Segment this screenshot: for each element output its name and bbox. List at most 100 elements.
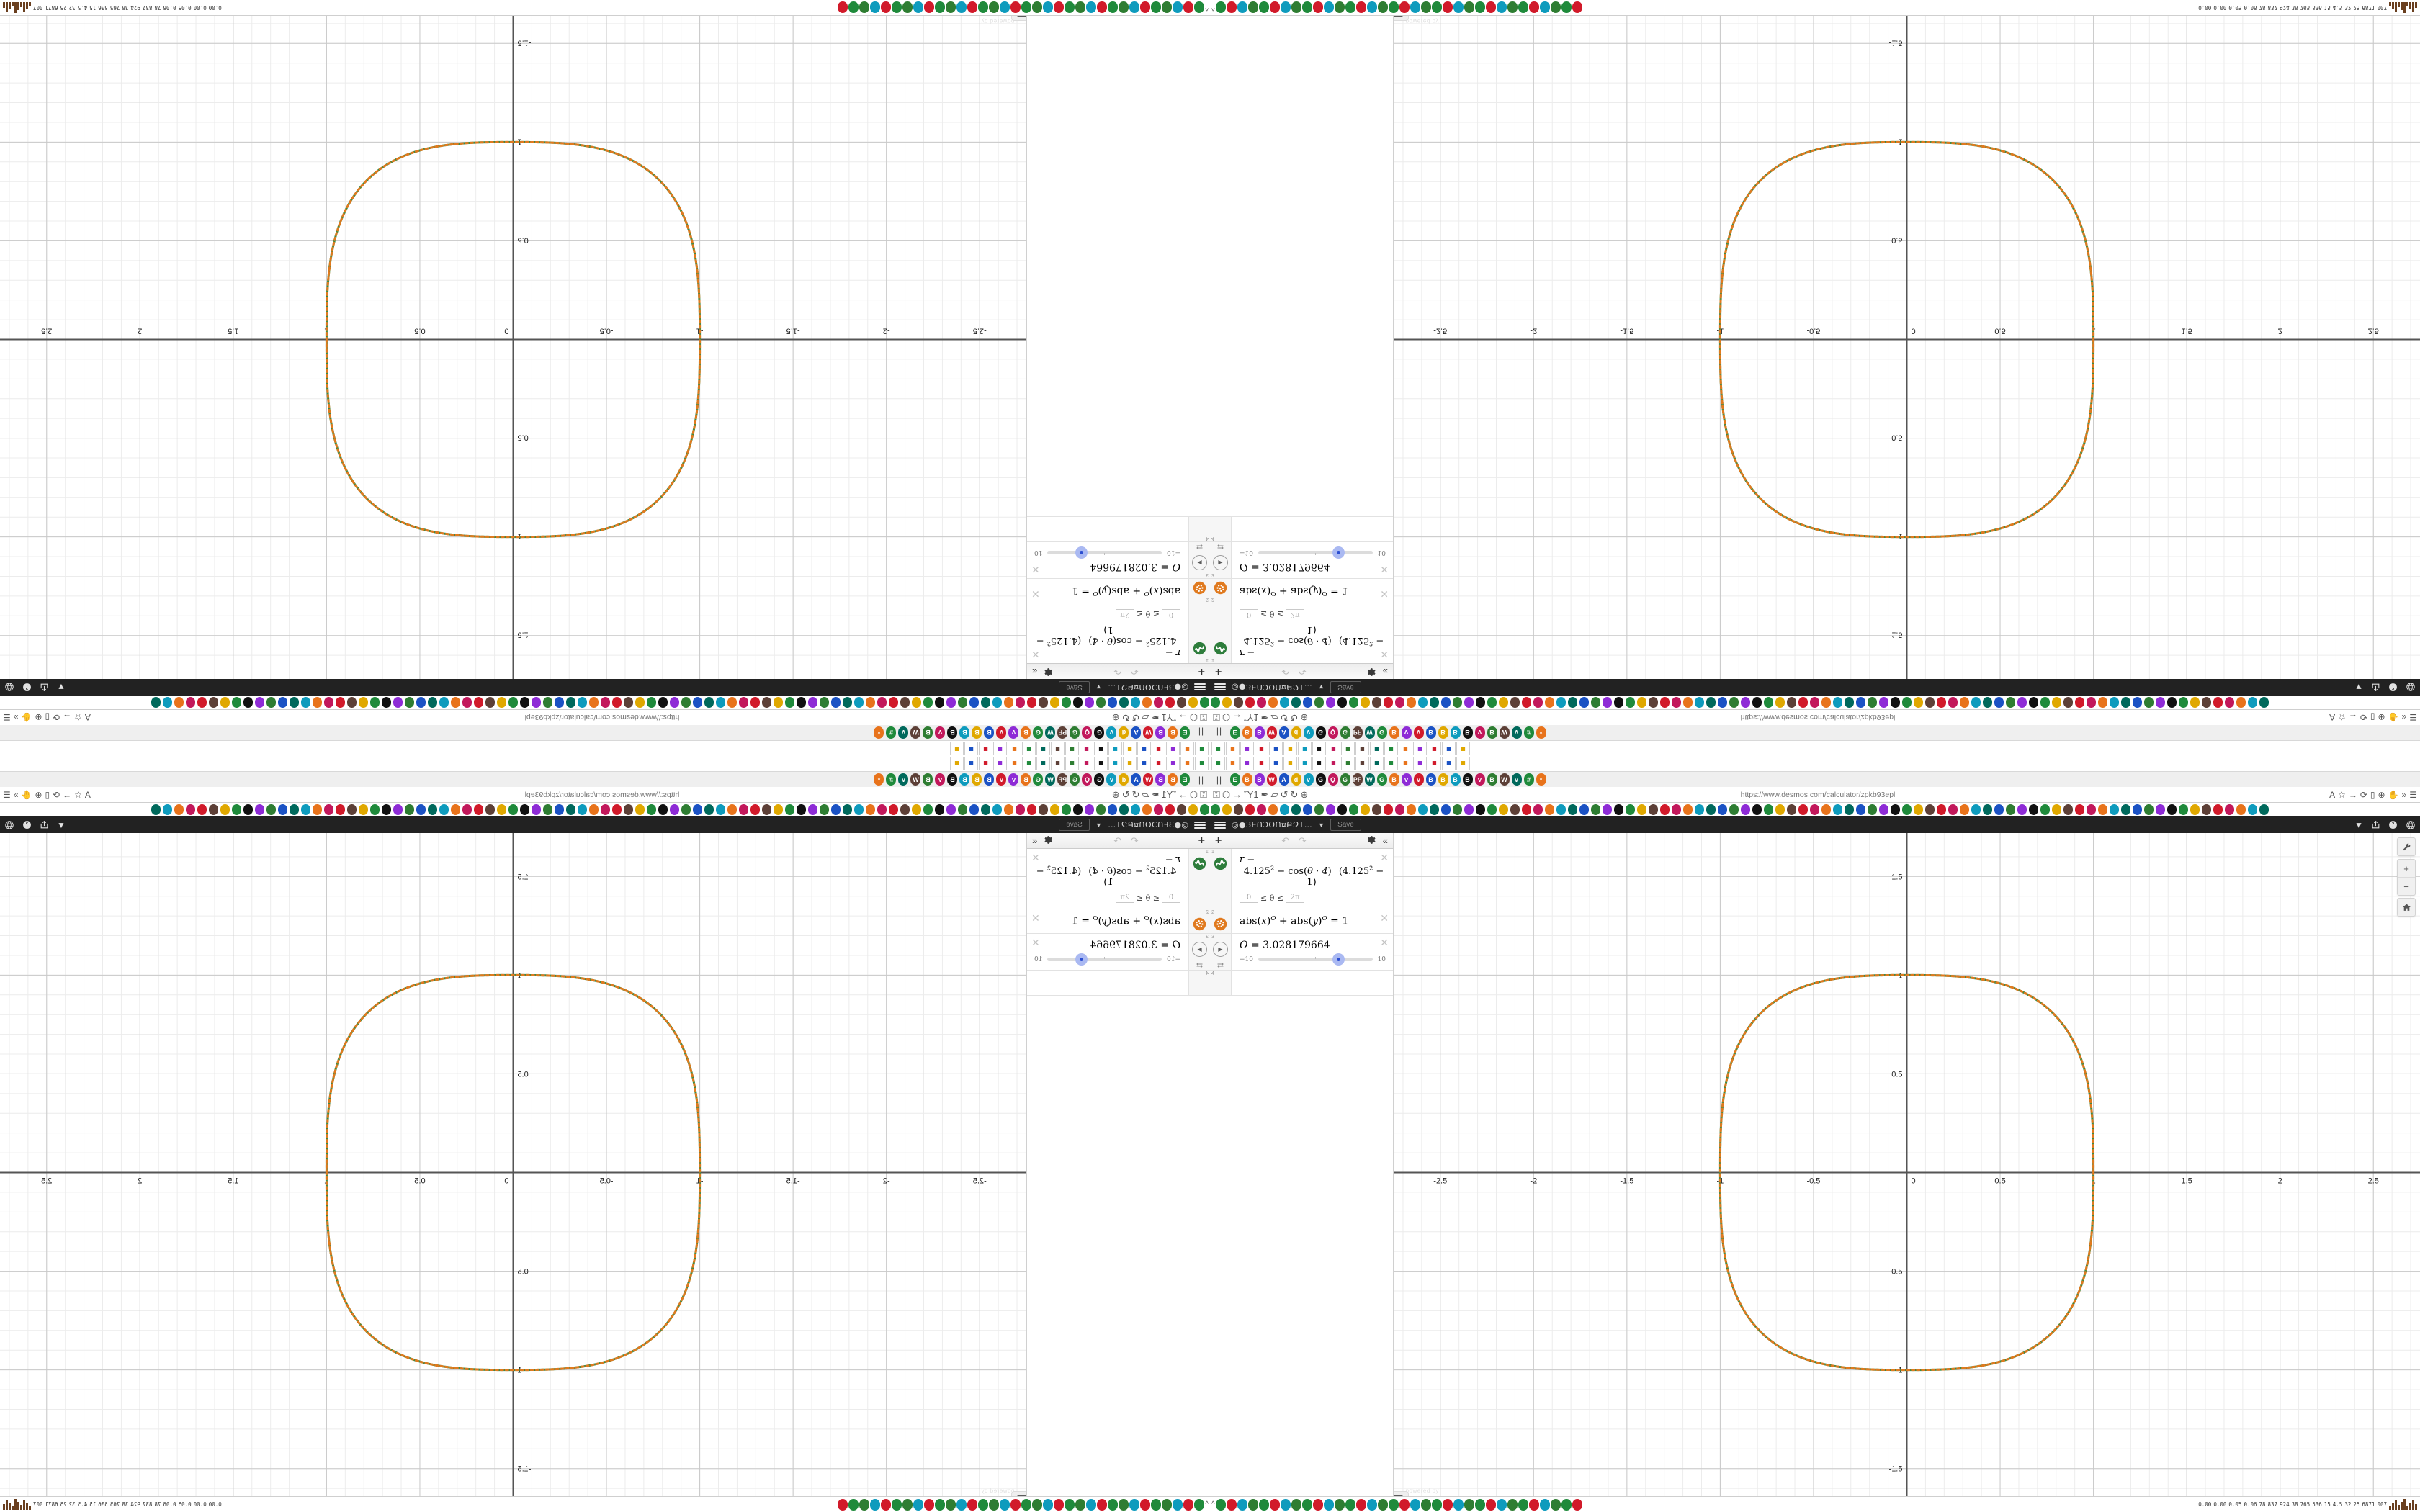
menu-icon[interactable]: ☰ xyxy=(2409,789,2417,800)
bookmark-item[interactable] xyxy=(750,697,761,708)
bookmark-item[interactable] xyxy=(1176,697,1187,708)
bookmark-item[interactable] xyxy=(1648,697,1659,708)
bookmark-item[interactable] xyxy=(1694,697,1705,708)
taskbar-window-button[interactable] xyxy=(1561,1498,1572,1511)
taskbar-window-buttons[interactable] xyxy=(1215,1,1582,14)
browser-tab[interactable]: G xyxy=(1339,726,1351,739)
bookmark-item[interactable] xyxy=(1222,697,1232,708)
bookmark-item[interactable] xyxy=(681,697,691,708)
taskbar-window-button[interactable] xyxy=(1065,1498,1075,1511)
chevron-down-icon[interactable]: ▼ xyxy=(1095,683,1102,691)
taskbar-window-button[interactable] xyxy=(892,1,902,14)
slider-min-label[interactable]: −10 xyxy=(1240,549,1253,557)
purple-face-icon[interactable]: ■ xyxy=(993,757,1007,770)
taskbar-window-button[interactable] xyxy=(1075,1498,1086,1511)
bookmark-item[interactable] xyxy=(2236,804,2246,815)
taskbar-window-button[interactable] xyxy=(1291,1498,1301,1511)
browser-tab[interactable]: W xyxy=(1363,773,1376,786)
rainbow-pen-icon[interactable]: ✒ xyxy=(1151,712,1160,724)
taskbar-window-buttons[interactable] xyxy=(838,1498,1205,1511)
nav-icons-left[interactable]: ⚿ ⬡ → Ὕ1 ✒ ▱ ↺ ↻ ⊕ xyxy=(1210,712,1311,724)
bookmark-item[interactable] xyxy=(554,804,565,815)
taskbar-window-button[interactable] xyxy=(1323,1,1334,14)
taskbar-window-button[interactable] xyxy=(913,1,924,14)
taskbar-window-button[interactable] xyxy=(1021,1498,1032,1511)
bookmark-item[interactable] xyxy=(335,697,346,708)
bookmark-item[interactable] xyxy=(1602,804,1613,815)
bookmark-item[interactable] xyxy=(496,804,507,815)
bookmark-item[interactable] xyxy=(1026,804,1037,815)
bookmark-item[interactable] xyxy=(1210,804,1221,815)
bookmark-item[interactable] xyxy=(2086,804,2097,815)
taskbar-window-button[interactable] xyxy=(1054,1498,1065,1511)
slider-row[interactable]: −10 10 xyxy=(1034,953,1180,966)
gear-red3-icon[interactable]: ■ xyxy=(1341,757,1355,770)
bookmark-item[interactable] xyxy=(485,804,496,815)
taskbar-window-button[interactable] xyxy=(1442,1,1453,14)
bookmark-item[interactable] xyxy=(1107,804,1118,815)
notepad3-icon[interactable]: ■ xyxy=(1384,742,1398,755)
taskbar-window-button[interactable] xyxy=(1388,1,1399,14)
nav-icons-right[interactable]: A ☆ → ⟳ ▯ ⊕ ✋» ☰ xyxy=(0,713,94,723)
browser-tab[interactable]: B xyxy=(1388,726,1400,739)
bookmark-item[interactable] xyxy=(323,697,334,708)
floppy-save-icon[interactable]: ■ xyxy=(1180,757,1194,770)
bookmark-star-icon[interactable]: ☆ xyxy=(74,712,82,723)
bookmark-item[interactable] xyxy=(1890,697,1901,708)
browser-tab[interactable]: G xyxy=(1093,773,1106,786)
bookmark-item[interactable] xyxy=(1510,804,1520,815)
browser-tab[interactable]: v xyxy=(897,726,910,739)
bookmark-item[interactable] xyxy=(393,804,403,815)
taskbar-window-button[interactable] xyxy=(1140,1,1151,14)
green-wave-icon[interactable] xyxy=(1193,857,1206,870)
gear-red3-icon[interactable]: ■ xyxy=(1065,742,1079,755)
firefox2-icon[interactable]: ■ xyxy=(950,742,964,755)
bookmark-item[interactable] xyxy=(2190,697,2200,708)
os-launcher-strip[interactable]: ■ ■ ■ ■ ■ ■ ■ ■ ■ ■ ■ ■ ■ ■ ■ ■ ■ ■ xyxy=(0,756,1210,772)
polar-domain-row[interactable]: 0 ≤ θ ≤ 2π xyxy=(1240,608,1386,618)
taskbar-window-button[interactable] xyxy=(1269,1,1280,14)
tor-icon[interactable]: ■ xyxy=(1152,757,1165,770)
taskbar-window-button[interactable] xyxy=(1366,1498,1377,1511)
bookmark-item[interactable] xyxy=(1095,697,1106,708)
globe-language-icon[interactable] xyxy=(2406,820,2416,830)
firefox-icon[interactable]: ■ xyxy=(1166,742,1180,755)
forward-icon[interactable]: → xyxy=(63,712,72,723)
slider-value[interactable]: 3.028179664 xyxy=(1090,939,1157,951)
globe-language-icon[interactable] xyxy=(4,683,14,693)
bookmark-item[interactable] xyxy=(1279,804,1290,815)
swap-icon[interactable]: ⇄ xyxy=(1196,960,1204,970)
bookmark-item[interactable] xyxy=(853,697,864,708)
bookmark-item[interactable] xyxy=(542,804,553,815)
slider-row[interactable]: −10 10 xyxy=(1240,546,1386,559)
calculator-icon[interactable]: ■ xyxy=(1094,757,1108,770)
bookmark-item[interactable] xyxy=(911,804,922,815)
bookmark-item[interactable] xyxy=(1256,697,1267,708)
taskbar-window-button[interactable] xyxy=(1108,1498,1119,1511)
bookmark-item[interactable] xyxy=(565,804,576,815)
slider-value[interactable]: 3.028179664 xyxy=(1090,561,1157,573)
browser-tab[interactable]: B xyxy=(1388,773,1400,786)
polar-domain-row[interactable]: 0 ≤ θ ≤ 2π xyxy=(1034,608,1180,618)
bookmark-item[interactable] xyxy=(1199,804,1210,815)
bookmark-item[interactable] xyxy=(1994,697,2004,708)
bookmark-item[interactable] xyxy=(773,804,784,815)
share-icon[interactable] xyxy=(40,820,49,829)
browser-tab[interactable]: d xyxy=(1290,726,1302,739)
bookmark-item[interactable] xyxy=(2166,804,2177,815)
bookmark-item[interactable] xyxy=(2213,804,2223,815)
expression-row-4-empty[interactable]: 4 xyxy=(1027,516,1210,542)
bookmark-item[interactable] xyxy=(1095,804,1106,815)
bookmark-item[interactable] xyxy=(2132,697,2143,708)
taskbar-window-button[interactable] xyxy=(1572,1498,1582,1511)
bookmark-item[interactable] xyxy=(2178,697,2189,708)
floppy-save-icon[interactable]: ■ xyxy=(1226,742,1240,755)
expression-content-4[interactable] xyxy=(1027,971,1188,995)
bookmark-item[interactable] xyxy=(877,804,887,815)
browser-tab[interactable]: B xyxy=(1486,773,1498,786)
expression-content-4[interactable] xyxy=(1027,517,1188,541)
bookmark-item[interactable] xyxy=(1302,804,1313,815)
bookmark-item[interactable] xyxy=(1394,697,1405,708)
help-icon[interactable]: ? xyxy=(2388,820,2398,829)
